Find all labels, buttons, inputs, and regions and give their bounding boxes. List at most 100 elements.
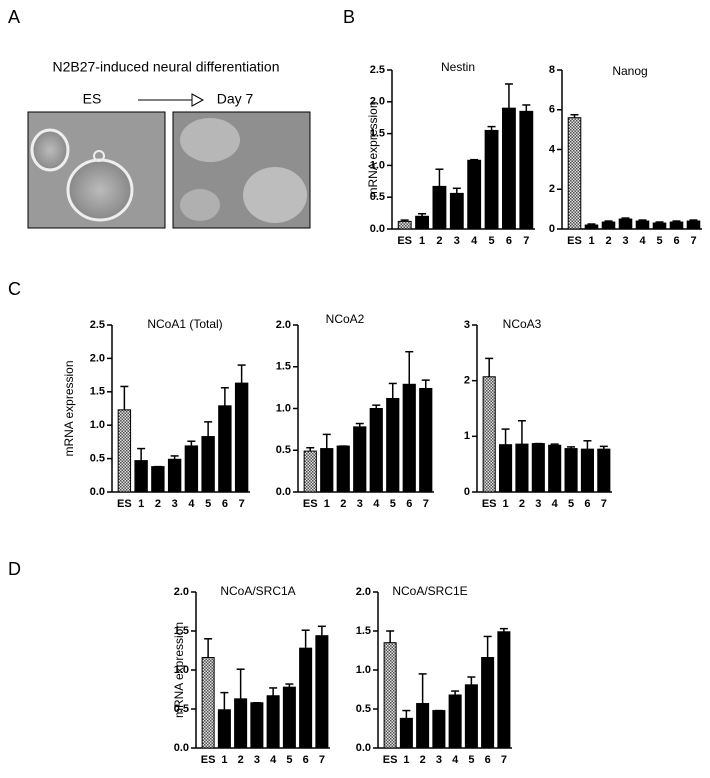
chart-title: NCoA3 [503, 317, 542, 331]
bar [402, 383, 416, 493]
bar [386, 397, 400, 493]
bar [419, 387, 433, 493]
bar [567, 117, 582, 230]
x-tick-label: 6 [506, 235, 512, 247]
x-tick-label: 7 [690, 235, 696, 247]
x-tick-label: 6 [406, 498, 412, 510]
bar [218, 405, 232, 493]
y-tick-label: 4 [549, 143, 556, 155]
bar [432, 710, 446, 749]
y-tick-label: 0.5 [90, 453, 105, 465]
chart-title: NCoA2 [326, 312, 365, 326]
bar [531, 443, 545, 493]
bar [564, 448, 578, 493]
x-tick-label: 1 [403, 754, 409, 766]
bar [217, 709, 231, 749]
bar [497, 631, 511, 749]
bar [580, 448, 594, 493]
y-tick-label: 1.5 [370, 128, 385, 140]
x-tick-label: 5 [468, 754, 474, 766]
x-tick-label: 2 [238, 754, 244, 766]
bar [432, 185, 447, 230]
bar [399, 717, 413, 749]
bar [117, 409, 132, 493]
bar [201, 657, 215, 749]
x-tick-label: 3 [436, 754, 442, 766]
x-tick-label: 3 [357, 498, 363, 510]
bar [467, 159, 482, 230]
x-tick-label: 4 [471, 235, 478, 247]
bar [151, 466, 165, 493]
x-tick-label: 4 [452, 754, 459, 766]
x-tick-label: 5 [390, 498, 396, 510]
y-tick-label: 0.5 [370, 191, 385, 203]
y-tick-label: 1.0 [276, 402, 291, 414]
x-tick-label: 4 [639, 235, 646, 247]
bar [464, 684, 478, 749]
x-tick-label: ES [397, 235, 412, 247]
chart-title: Nestin [441, 60, 475, 74]
y-tick-label: 2.5 [370, 64, 385, 76]
bar [548, 444, 562, 493]
y-tick-label: 0.5 [276, 444, 291, 456]
y-tick-label: 1.0 [174, 664, 189, 676]
x-tick-label: 2 [436, 235, 442, 247]
x-tick-label: 7 [601, 498, 607, 510]
y-tick-label: 1.0 [356, 664, 371, 676]
bar [250, 702, 264, 749]
x-tick-label: 5 [568, 498, 574, 510]
x-tick-label: 1 [138, 498, 144, 510]
x-tick-label: 5 [205, 498, 211, 510]
y-tick-label: 0.0 [370, 223, 385, 235]
y-tick-label: 0.0 [356, 742, 371, 754]
x-tick-label: 2 [605, 235, 611, 247]
bar [167, 458, 182, 493]
bar [618, 218, 633, 230]
bar [449, 192, 464, 230]
y-tick-label: 2.0 [276, 319, 291, 331]
x-tick-label: 2 [155, 498, 161, 510]
x-tick-label: 6 [673, 235, 679, 247]
bar [669, 221, 684, 230]
y-tick-label: 2 [464, 375, 470, 387]
x-tick-label: 7 [423, 498, 429, 510]
x-tick-label: ES [567, 235, 582, 247]
y-tick-label: 0 [549, 223, 555, 235]
x-tick-label: 1 [503, 498, 509, 510]
x-tick-label: 7 [239, 498, 245, 510]
y-tick-label: 0.0 [276, 486, 291, 498]
y-tick-label: 2.0 [90, 352, 105, 364]
bar [315, 635, 329, 749]
bar [415, 215, 429, 230]
x-tick-label: 1 [324, 498, 330, 510]
panel-a-title: N2B27-induced neural differentiation [52, 59, 279, 75]
bar [597, 448, 611, 493]
x-tick-label: ES [201, 754, 216, 766]
x-tick-label: 2 [340, 498, 346, 510]
bar [234, 698, 248, 749]
x-tick-label: 7 [501, 754, 507, 766]
y-axis-label: mRNA expression [62, 360, 76, 456]
bar [320, 448, 334, 493]
bar [282, 686, 296, 749]
x-tick-label: 3 [172, 498, 178, 510]
bar [353, 426, 367, 493]
x-tick-label: 2 [420, 754, 426, 766]
bar [584, 224, 599, 230]
bar [482, 376, 496, 493]
bar [303, 450, 317, 493]
bar [266, 695, 280, 749]
bar [686, 220, 701, 230]
bar [299, 647, 313, 749]
chart-title: Nanog [612, 64, 647, 78]
x-tick-label: 1 [221, 754, 227, 766]
y-tick-label: 2 [549, 183, 555, 195]
x-tick-label: 4 [373, 498, 380, 510]
y-tick-label: 1 [464, 430, 470, 442]
bar [184, 445, 199, 493]
x-tick-label: ES [482, 498, 497, 510]
arrow [138, 93, 205, 107]
x-tick-label: 5 [489, 235, 495, 247]
bar [502, 107, 516, 230]
x-tick-label: 2 [519, 498, 525, 510]
